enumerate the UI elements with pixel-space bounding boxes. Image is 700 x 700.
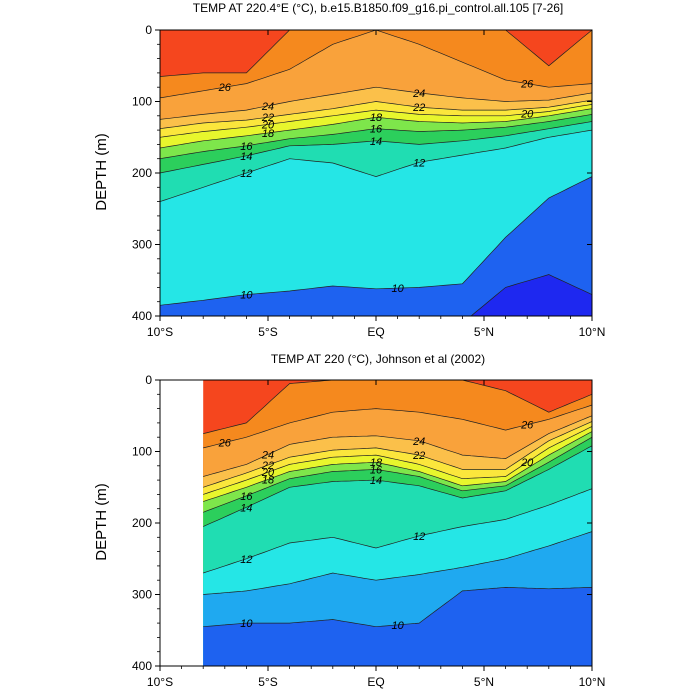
contour-label: 14	[370, 136, 382, 148]
contour-label: 14	[370, 475, 382, 487]
isotherm-22C	[203, 421, 592, 488]
isotherm-28C	[203, 380, 592, 434]
isotherm-16C	[203, 436, 592, 513]
contour-label: 18	[262, 128, 275, 140]
contour-label: 16	[240, 491, 253, 503]
x-tick-label: 5°S	[258, 325, 277, 339]
isotherm-24C	[160, 86, 592, 120]
contour-label: 26	[218, 82, 232, 94]
contour-label: 24	[412, 436, 425, 448]
y-tick-label: 100	[132, 445, 152, 459]
contour-label: 12	[240, 554, 252, 566]
x-tick-label: 10°S	[147, 325, 173, 339]
contour-label: 12	[413, 531, 425, 543]
band-below-9C	[203, 671, 592, 673]
y-tick-label: 300	[132, 588, 152, 602]
isotherm-22C	[160, 99, 592, 130]
isotherm-28C	[160, 30, 592, 77]
contour-label: 22	[261, 460, 274, 472]
contour-label: 16	[370, 464, 383, 476]
band-below-9C	[471, 274, 592, 316]
isotherm-26C	[203, 404, 592, 449]
x-tick-label: 10°S	[147, 675, 173, 689]
band-below-10C	[160, 176, 592, 316]
x-tick-label: 10°N	[579, 675, 606, 689]
contour-label: 18	[370, 112, 383, 124]
isotherm-24C	[203, 415, 592, 477]
contour-label: 24	[261, 101, 274, 113]
x-tick-label: 5°N	[474, 675, 494, 689]
y-tick-label: 400	[132, 309, 152, 323]
isotherm-18C	[160, 108, 592, 149]
x-tick-label: 5°S	[258, 675, 277, 689]
y-tick-label: 200	[132, 516, 152, 530]
contour-label: 16	[240, 141, 253, 153]
isotherm-11C	[203, 531, 592, 595]
contour-label: 22	[261, 112, 274, 124]
panel-observed-temperature-section: TEMP AT 220 (°C), Johnson et al (2002) D…	[93, 352, 605, 689]
isotherm-9C	[470, 274, 592, 316]
isotherm-14C	[160, 121, 592, 174]
y-tick-label: 200	[132, 166, 152, 180]
isotherm-18C	[203, 431, 592, 502]
isotherm-16C	[160, 114, 592, 160]
contour-label: 20	[520, 457, 534, 469]
contour-label: 10	[240, 618, 253, 630]
isotherm-14C	[203, 445, 592, 527]
contour-label: 24	[412, 88, 425, 100]
contour-label: 20	[261, 119, 275, 131]
y-tick-label: 100	[132, 95, 152, 109]
y-tick-label: 300	[132, 238, 152, 252]
x-tick-label: EQ	[367, 675, 384, 689]
contour-label: 10	[391, 620, 404, 632]
contour-label: 18	[262, 474, 275, 486]
contour-label: 20	[520, 109, 534, 121]
contour-label: 14	[240, 502, 252, 514]
contour-label: 12	[413, 157, 425, 169]
isotherm-10C	[160, 176, 592, 306]
y-axis-label: DEPTH (m)	[93, 133, 110, 211]
contour-label: 14	[240, 151, 252, 163]
band-below-10C	[203, 587, 592, 666]
isotherm-12C	[160, 129, 592, 202]
isotherm-20C	[160, 104, 592, 138]
y-axis-label: DEPTH (m)	[93, 483, 110, 561]
panel-title: TEMP AT 220 (°C), Johnson et al (2002)	[271, 352, 485, 366]
contour-label: 18	[370, 457, 383, 469]
panel-model-temperature-section: TEMP AT 220.4°E (°C), b.e15.B1850.f09_g1…	[93, 1, 605, 339]
x-tick-label: EQ	[367, 325, 384, 339]
isotherm-20C	[203, 426, 592, 495]
contour-label: 22	[412, 450, 425, 462]
contour-label: 24	[261, 449, 274, 461]
isotherm-26C	[160, 30, 592, 99]
contour-label: 26	[520, 420, 534, 432]
contour-label: 22	[412, 102, 425, 114]
isotherm-10C	[203, 587, 592, 628]
panel-title: TEMP AT 220.4°E (°C), b.e15.B1850.f09_g1…	[193, 1, 564, 15]
contour-label: 26	[218, 438, 232, 450]
contour-label: 16	[370, 124, 383, 136]
contour-label: 20	[261, 467, 275, 479]
y-tick-label: 0	[145, 23, 152, 37]
contour-label: 10	[391, 283, 404, 295]
y-tick-label: 400	[132, 659, 152, 673]
contour-label: 10	[240, 290, 253, 302]
isotherm-12C	[203, 488, 592, 574]
x-tick-label: 10°N	[579, 325, 606, 339]
x-tick-label: 5°N	[474, 325, 494, 339]
contour-label: 12	[240, 168, 252, 180]
y-tick-label: 0	[145, 373, 152, 387]
contour-label: 26	[520, 79, 534, 91]
